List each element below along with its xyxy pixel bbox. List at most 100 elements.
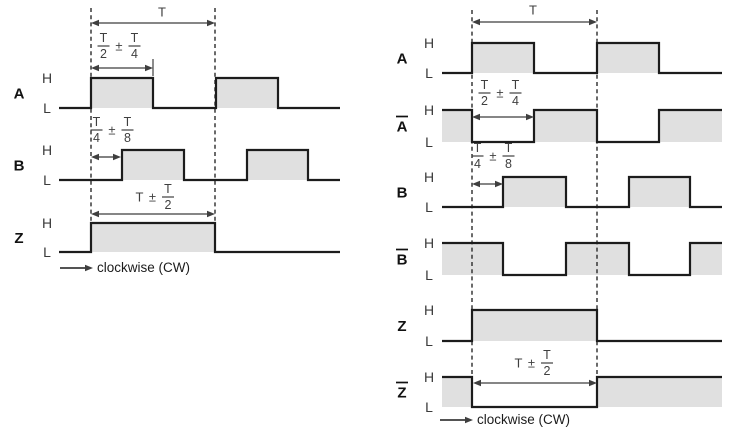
dimension-text: T 4 ± T 8 — [471, 141, 515, 171]
signal-high-fill — [247, 150, 308, 180]
signal-waveform — [442, 108, 722, 144]
high-level-fills — [91, 78, 308, 252]
arrowhead-icon — [85, 264, 93, 272]
level-label-high: H — [424, 302, 434, 318]
signal-waveform — [442, 241, 722, 277]
level-label-low: L — [425, 199, 433, 215]
dimension-z-inv-low-width: T ± T 2 — [473, 348, 597, 387]
formula-term: T — [158, 5, 166, 20]
formula-term: ± — [149, 190, 156, 205]
level-label-high: H — [424, 369, 434, 385]
signal-waveform — [442, 41, 722, 75]
formula-term: T — [136, 190, 144, 205]
signal-B: B HL — [14, 142, 340, 188]
direction-label: clockwise (CW) — [60, 260, 190, 275]
fraction-denominator: 4 — [474, 157, 481, 171]
arrowhead-icon — [113, 153, 121, 161]
signal-waveform — [442, 175, 722, 209]
fraction-numerator: T — [93, 115, 101, 129]
signal-high-fill — [91, 78, 153, 108]
signal-Z-inv: Z HL — [396, 369, 722, 415]
fraction-denominator: 2 — [100, 47, 107, 61]
dimension-text: T 4 ± T 8 — [90, 115, 134, 145]
fraction-denominator: 4 — [512, 94, 519, 108]
fraction-denominator: 2 — [544, 364, 551, 378]
fraction-denominator: 8 — [124, 131, 131, 145]
signal-high-fill — [629, 177, 690, 207]
signal-A: AHL — [14, 70, 340, 116]
signal-waveform — [442, 308, 722, 343]
level-label-high: H — [42, 142, 52, 158]
fraction-numerator: T — [131, 31, 139, 45]
signal-high-fill — [122, 150, 184, 180]
dimension-period: T — [472, 3, 597, 26]
fraction-numerator: T — [474, 141, 482, 155]
signal-waveform — [59, 221, 340, 254]
dimension-arrow — [91, 19, 215, 27]
signal-label-A-inv: A — [397, 119, 408, 136]
signal-Z: Z HL — [397, 302, 722, 349]
dimension-arrow — [91, 210, 215, 218]
signal-high-fill — [690, 243, 722, 275]
signal-label-Z: Z — [397, 318, 406, 335]
formula-term: T — [515, 356, 523, 371]
arrowhead-icon — [91, 210, 99, 218]
level-label-high: H — [42, 215, 52, 231]
arrowhead-icon — [91, 64, 99, 72]
formula-term: ± — [496, 86, 503, 101]
signal-high-fill — [597, 377, 722, 407]
level-label-high: H — [424, 169, 434, 185]
signal-high-fill — [91, 223, 215, 252]
dimension-z-high-width: T ± T 2 — [91, 182, 215, 218]
fraction-numerator: T — [124, 115, 132, 129]
direction-label: clockwise (CW) — [440, 412, 570, 427]
signal-label-Z: Z — [14, 230, 23, 247]
signal-label-B: B — [14, 158, 25, 175]
signal-high-fill — [442, 110, 472, 142]
signal-high-fill — [442, 377, 472, 407]
arrowhead-icon — [91, 19, 99, 27]
high-level-fills — [442, 43, 722, 407]
fraction-numerator: T — [481, 78, 489, 92]
signal-A: AHL — [397, 35, 722, 81]
level-label-low: L — [425, 267, 433, 283]
formula-term: ± — [115, 39, 122, 54]
signal-high-fill — [216, 78, 278, 108]
level-label-high: H — [424, 235, 434, 251]
dimension-text: T — [529, 3, 537, 18]
signal-label-Z-inv: Z — [397, 385, 406, 402]
signal-high-fill — [503, 177, 566, 207]
dimension-arrow — [473, 379, 597, 387]
arrowhead-icon — [472, 180, 480, 188]
signal-A-inv: AHL — [396, 102, 722, 150]
arrowhead-icon — [589, 18, 597, 26]
fraction-numerator: T — [100, 31, 108, 45]
dimension-a-inv-low-width: T 2 ± T 4 — [472, 78, 534, 121]
fraction-numerator: T — [164, 182, 172, 196]
dimension-b-phase: T 4 ± T 8 — [471, 141, 515, 188]
level-label-high: H — [424, 102, 434, 118]
level-label-low: L — [425, 399, 433, 415]
dimension-text: T ± T 2 — [136, 182, 174, 212]
fraction-numerator: T — [543, 348, 551, 362]
level-label-low: L — [425, 333, 433, 349]
formula-term: ± — [528, 356, 535, 371]
dimension-arrow — [472, 18, 597, 26]
arrowhead-icon — [473, 379, 481, 387]
fraction-numerator: T — [512, 78, 520, 92]
arrowhead-icon — [495, 180, 503, 188]
dimension-text: T — [158, 5, 166, 20]
level-label-low: L — [43, 100, 51, 116]
arrowhead-icon — [465, 416, 473, 424]
signal-high-fill — [472, 310, 597, 341]
direction-text: clockwise (CW) — [477, 412, 570, 427]
dimension-arrow — [472, 113, 534, 121]
arrowhead-icon — [207, 210, 215, 218]
arrowhead-icon — [472, 18, 480, 26]
dimension-a-high-width: T 2 ± T 4 — [91, 31, 154, 76]
level-label-high: H — [42, 70, 52, 86]
dimension-text: T 2 ± T 4 — [97, 31, 141, 61]
dimension-arrow — [91, 153, 121, 161]
